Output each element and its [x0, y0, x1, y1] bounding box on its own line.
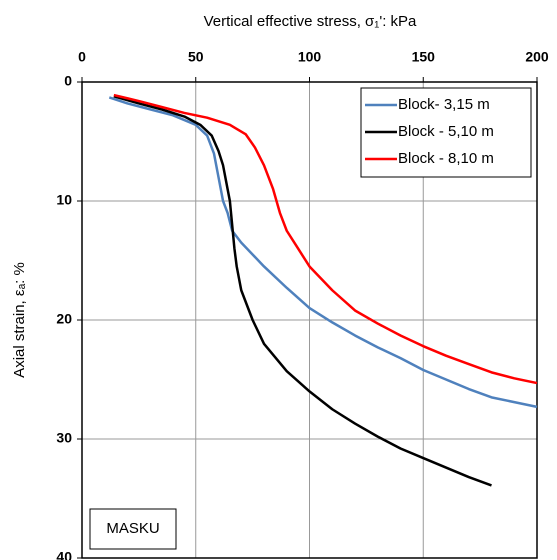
y-tick-label: 40	[56, 549, 72, 560]
plot-frame	[81, 81, 538, 559]
series-line	[113, 95, 492, 487]
x-tick-label: 50	[188, 49, 204, 65]
y-tick-label: 0	[64, 73, 72, 89]
x-tick-label: 150	[412, 49, 436, 65]
legend-label: Block - 5,10 m	[398, 123, 494, 140]
y-axis-label: Axial strain, εₐ: %	[11, 262, 28, 378]
annotation-box	[89, 508, 177, 550]
x-tick-label: 200	[525, 49, 549, 65]
y-tick-label: 20	[56, 311, 72, 327]
y-tick-label: 10	[56, 192, 72, 208]
chart-title: Vertical effective stress, σ₁': kPa	[204, 13, 417, 30]
legend-label: Block - 8,10 m	[398, 150, 494, 167]
legend-label: Block- 3,15 m	[398, 96, 490, 113]
series-line	[113, 93, 538, 385]
series-line	[108, 96, 538, 409]
x-tick-label: 100	[298, 49, 322, 65]
y-tick-label: 30	[56, 430, 72, 446]
annotation: MASKU	[106, 520, 159, 537]
x-tick-label: 0	[78, 49, 86, 65]
